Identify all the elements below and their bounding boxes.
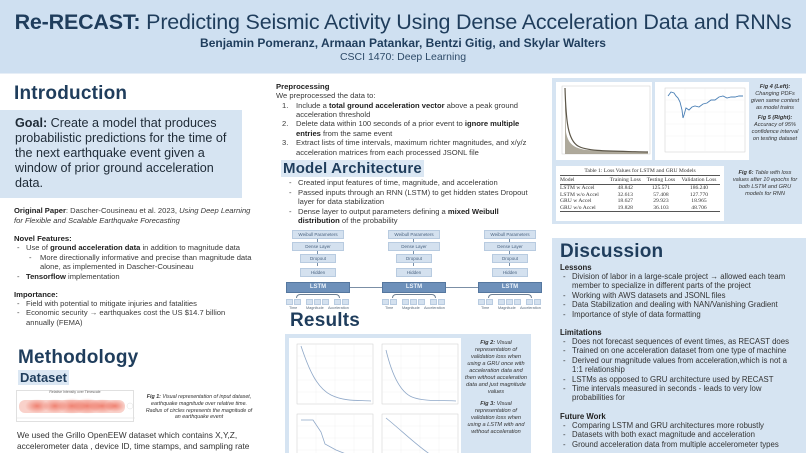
poster-title: Re-RECAST: Predicting Seismic Activity U… [14, 10, 792, 34]
discussion-heading: Discussion [560, 241, 664, 262]
table-row: LSTM w Accel 48.842 125.571 186.240 [560, 185, 709, 192]
fig2-caption: Fig 2: Visual representation of validati… [465, 340, 527, 395]
future-work-label: Future Work [560, 411, 606, 421]
novel-features-label: Novel Features: [14, 234, 72, 244]
lessons-label: Lessons [560, 263, 592, 272]
limitations-label: Limitations [560, 328, 602, 338]
results-heading: Results [290, 310, 361, 331]
gru-without-accel-loss-plot [376, 340, 460, 410]
lstm-connector [446, 287, 478, 288]
list-item: 3. Extract lists of time intervals, maxim… [282, 138, 527, 157]
list-item: Created input features of time, magnitud… [286, 178, 534, 188]
rnn-unit: Weibull Parameters Dense Layer Dropout H… [286, 230, 350, 312]
results-panel: Fig 2: Visual representation of validati… [285, 334, 531, 453]
lstm-connector [350, 287, 382, 288]
list-item: Time intervals measured in seconds - lea… [560, 384, 798, 403]
list-item: Field with potential to mitigate injurie… [14, 299, 254, 309]
dataset-heading: Dataset [18, 370, 69, 386]
column-left: Introduction Goal: Create a model that p… [0, 76, 268, 453]
list-item: Passed inputs through an RNN (LSTM) to g… [286, 188, 534, 207]
fig5-accuracy-plot [655, 82, 749, 160]
list-item: Does not forecast sequences of event tim… [560, 337, 798, 347]
list-item: Data Stabilization and dealing with NAN/… [560, 300, 798, 310]
discussion-panel: Discussion Lessons Division of labor in … [552, 238, 806, 453]
course-name: CSCI 1470: Deep Learning [339, 51, 467, 63]
list-item: Ground acceleration data from multiple a… [560, 440, 798, 450]
lessons-list: Division of labor in a large-scale proje… [560, 272, 798, 319]
list-item: Derived our magnitude values from accele… [560, 356, 798, 375]
loss-table-caption: Table 1: Loss Values for LSTM and GRU Mo… [560, 168, 720, 176]
table-row: GRU w/o Accel 19.828 36.103 48.706 [560, 204, 720, 213]
list-item: Use of ground acceleration data in addit… [14, 243, 254, 272]
preprocessing-list: 1. Include a total ground acceleration ve… [276, 101, 534, 157]
novel-features-list: Use of ground acceleration data in addit… [14, 243, 254, 281]
list-item: 2. Delete data within 100 seconds of a pr… [282, 119, 520, 138]
table-row: GRU w Accel 18.627 29.923 18.965 [560, 198, 707, 205]
goal-box: Goal: Create a model that produces proba… [0, 110, 242, 198]
fig1-caption: Fig 1: Visual representation of input da… [145, 394, 253, 421]
rnn-unit: Weibull Parameters Dense Layer Dropout H… [382, 230, 446, 312]
list-item: Trained on one acceleration dataset from… [560, 346, 798, 356]
loss-table: Table 1: Loss Values for LSTM and GRU Mo… [556, 166, 724, 221]
table-row: LSTM w/o Accel 32.613 57.408 127.770 [560, 191, 709, 198]
loss-table-panel: Table 1: Loss Values for LSTM and GRU Mo… [552, 164, 802, 224]
list-item: Datasets with both exact magnitude and a… [560, 430, 798, 440]
limitations-list: Does not forecast sequences of event tim… [560, 337, 798, 403]
gru-with-accel-loss-plot [291, 340, 375, 410]
preprocessing-label: Preprocessing [276, 82, 330, 91]
list-item: Tensorflow implementation [14, 272, 254, 282]
list-item: Division of labor in a large-scale proje… [560, 272, 798, 291]
original-paper: Original Paper: Dascher-Cousineau et al.… [14, 206, 251, 225]
poster-header: Re-RECAST: Predicting Seismic Activity U… [0, 0, 806, 74]
list-item: More directionally informative and preci… [26, 253, 254, 272]
fig4-pdf-plot [556, 82, 652, 160]
table-header-row: Model Training Loss Testing Loss Validat… [560, 176, 720, 185]
importance-list: Field with potential to mitigate injurie… [14, 299, 254, 328]
loss-plots [289, 338, 461, 453]
fig1-scatter-svg [17, 398, 135, 419]
authors: Benjamin Pomeranz, Armaan Patankar, Bent… [200, 36, 606, 50]
rnn-unit: Weibull Parameters Dense Layer Dropout H… [478, 230, 542, 312]
importance-label: Importance: [14, 289, 58, 299]
future-work-list: Comparing LSTM and GRU architectures mor… [560, 421, 798, 450]
lstm-without-accel-loss-plot [376, 410, 460, 453]
lstm-with-accel-loss-plot [291, 410, 375, 453]
list-item: Importance of style of data formatting [560, 310, 798, 320]
fig1-scatter-plot: Relative Intensity over Timescale [16, 390, 135, 423]
fig4-caption: Fig 4 (Left): Changing PDFs given same c… [750, 84, 800, 111]
list-item: Working with AWS datasets and JSONL file… [560, 291, 798, 301]
introduction-heading: Introduction [14, 83, 128, 104]
dataset-description: We used the Grillo OpenEEW dataset which… [17, 430, 250, 453]
fig3-caption: Fig 3: Visual representation of validati… [467, 401, 525, 435]
list-item: LSTMs as opposed to GRU architecture use… [560, 375, 798, 385]
list-item: Economic security → earthquakes cost the… [14, 308, 254, 327]
preprocessing-intro: We preprocessed the data to: [276, 91, 376, 100]
architecture-diagram: Weibull Parameters Dense Layer Dropout H… [286, 230, 542, 312]
list-item: Comparing LSTM and GRU architectures mor… [560, 421, 798, 431]
pdf-accuracy-figures: Fig 4 (Left): Changing PDFs given same c… [552, 78, 802, 164]
model-architecture-heading: Model Architecture [281, 160, 424, 178]
list-item: 1. Include a total ground acceleration ve… [282, 100, 519, 119]
fig6-caption: Fig 6: Table with loss values after 10 e… [732, 170, 798, 197]
methodology-heading: Methodology [18, 347, 139, 369]
model-architecture-list: Created input features of time, magnitud… [276, 178, 534, 226]
list-item: Dense layer to output parameters definin… [286, 207, 534, 226]
column-middle: Preprocessing We preprocessed the data t… [270, 76, 542, 453]
fig5-caption: Fig 5 (Right): Accuracy of 95% confidenc… [751, 115, 799, 142]
